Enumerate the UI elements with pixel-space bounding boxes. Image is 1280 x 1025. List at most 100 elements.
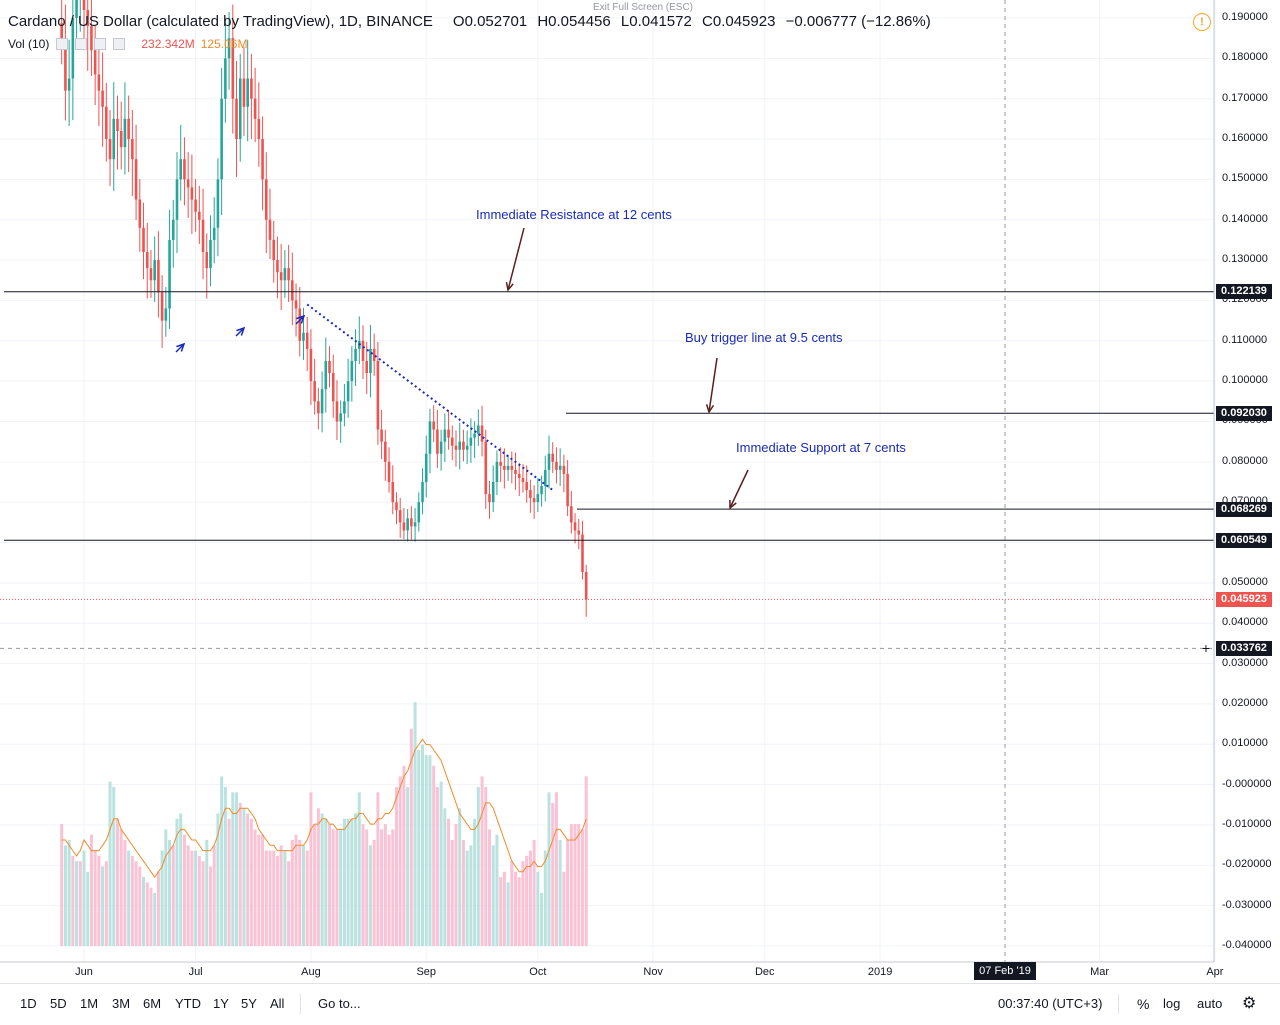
volume-bar — [287, 861, 291, 946]
x-tick-label: Jun — [75, 966, 93, 978]
range-all-button[interactable]: All — [270, 996, 285, 1011]
volume-bar — [212, 845, 216, 946]
volume-bar — [160, 850, 164, 946]
candle-body — [566, 473, 569, 507]
candle-body — [543, 469, 547, 487]
candle-body — [168, 239, 171, 309]
range-ytd-button[interactable]: YTD — [175, 996, 201, 1011]
candle-body — [547, 453, 551, 470]
volume-bar — [108, 781, 112, 946]
candle-body — [514, 469, 517, 474]
volume-bar — [175, 818, 179, 946]
volume-bar — [86, 871, 90, 946]
candle-body — [469, 437, 473, 446]
volume-bar — [435, 787, 439, 946]
candle-body — [387, 461, 391, 482]
range-5y-button[interactable]: 5Y — [241, 996, 257, 1011]
volume-ma-line — [61, 738, 587, 878]
log-scale-button[interactable]: log — [1163, 996, 1181, 1011]
volume-bar — [231, 792, 235, 946]
candle-body — [573, 522, 577, 531]
range-1d-button[interactable]: 1D — [20, 996, 37, 1011]
gear-icon[interactable]: ⚙ — [1242, 995, 1257, 1012]
exit-fullscreen-hint[interactable]: Exit Full Screen (ESC) — [592, 2, 694, 13]
candle-body — [294, 300, 298, 309]
candle-body — [175, 179, 179, 220]
candle-body — [369, 348, 372, 374]
descending-trendline[interactable] — [306, 303, 554, 491]
volume-indicator-name[interactable]: Vol (10) — [8, 37, 50, 51]
candle-body — [480, 425, 484, 442]
x-tick-label: Dec — [754, 966, 775, 978]
clock-display[interactable]: 00:37:40 (UTC+3) — [998, 996, 1103, 1011]
candle-body — [131, 139, 134, 160]
volume-bar — [264, 850, 268, 946]
annotation-support: Immediate Support at 7 cents — [736, 440, 906, 455]
volume-bar — [525, 855, 529, 946]
candle-body — [376, 360, 380, 430]
close-icon[interactable] — [94, 38, 107, 50]
candle-body — [287, 268, 290, 281]
candle-body — [86, 9, 90, 27]
symbol-title[interactable]: Cardano / US Dollar (calculated by Tradi… — [8, 13, 433, 30]
volume-bar — [104, 861, 108, 946]
percent-scale-button[interactable]: % — [1137, 996, 1150, 1012]
candle-body — [558, 465, 562, 470]
volume-bar — [465, 850, 469, 946]
change-value: −0.006777 (−12.86%) — [785, 13, 931, 30]
volume-bar — [391, 829, 395, 946]
more-icon[interactable] — [113, 38, 126, 50]
candle-body — [183, 159, 186, 180]
crosshair-date-label: 07 Feb '19 — [974, 962, 1036, 980]
volume-bar — [145, 882, 149, 946]
volume-bar — [335, 829, 339, 946]
candle-body — [510, 465, 514, 470]
high-value: 0.054456 — [548, 13, 611, 30]
low-label: L — [620, 13, 630, 30]
y-tick-label: -0.030000 — [1222, 898, 1272, 911]
range-3m-button[interactable]: 3M — [112, 996, 131, 1011]
range-1m-button[interactable]: 1M — [80, 996, 99, 1011]
candle-body — [112, 118, 116, 160]
toolbar-divider — [300, 994, 301, 1014]
auto-scale-button[interactable]: auto — [1197, 996, 1223, 1011]
range-1y-button[interactable]: 1Y — [213, 996, 229, 1011]
volume-bar — [469, 845, 473, 946]
volume-bar — [313, 824, 317, 946]
visibility-icon[interactable] — [56, 38, 69, 50]
settings-icon[interactable] — [75, 38, 88, 50]
alert-icon[interactable]: ! — [1193, 13, 1211, 31]
volume-bar — [428, 755, 432, 946]
candle-body — [529, 490, 532, 499]
range-6m-button[interactable]: 6M — [143, 996, 162, 1011]
trendline — [306, 303, 554, 491]
candle-body — [108, 139, 112, 160]
candle-body — [424, 453, 428, 482]
y-tick-label: 0.140000 — [1222, 212, 1268, 225]
price-label-buy-trigger: 0.092030 — [1216, 405, 1272, 421]
candle-body — [75, 0, 78, 18]
volume-bar — [543, 850, 547, 946]
candle-body — [410, 518, 413, 527]
add-level-icon[interactable]: + — [1201, 640, 1211, 656]
y-tick-label: 0.040000 — [1222, 616, 1268, 629]
volume-bar — [450, 840, 454, 946]
goto-button[interactable]: Go to... — [318, 996, 361, 1011]
range-5d-button[interactable]: 5D — [50, 996, 67, 1011]
volume-bar — [190, 850, 194, 946]
volume-bar — [320, 813, 324, 946]
candle-body — [577, 530, 581, 535]
buy-trigger-arrow-head — [705, 404, 715, 414]
volume-bar — [249, 818, 253, 946]
candle-body — [82, 0, 86, 10]
volume-bar — [67, 840, 71, 946]
y-tick-label: 0.130000 — [1222, 253, 1268, 266]
volume-bar — [439, 781, 443, 946]
price-chart[interactable] — [0, 0, 1280, 983]
candle-body — [398, 510, 402, 523]
volume-bar — [554, 792, 558, 946]
volume-bar — [123, 840, 127, 946]
volume-bar — [331, 829, 335, 946]
volume-bar — [357, 792, 361, 946]
volume-bar — [387, 834, 391, 946]
